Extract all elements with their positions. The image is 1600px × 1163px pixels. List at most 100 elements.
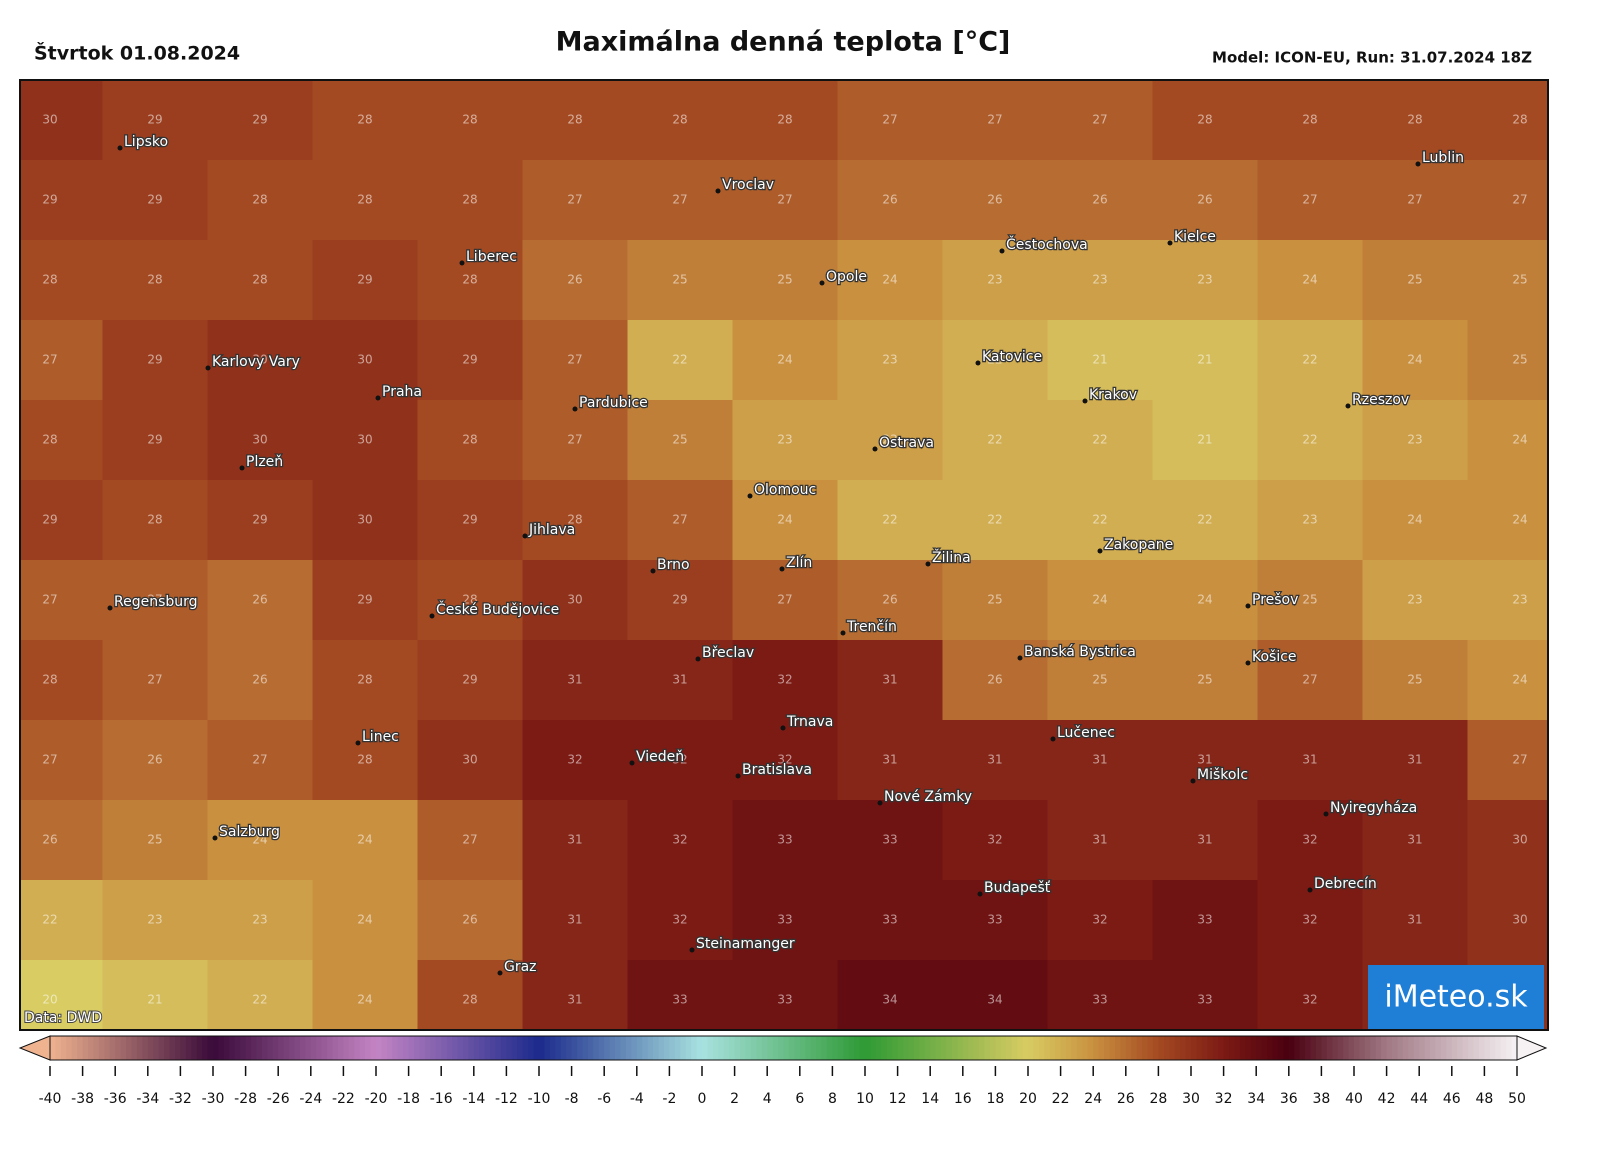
- temperature-label: 27: [42, 353, 57, 367]
- temperature-cell: [1047, 320, 1154, 401]
- temperature-label: 32: [1302, 993, 1317, 1007]
- temperature-label: 27: [777, 193, 792, 207]
- city-label: Graz: [504, 959, 537, 975]
- colorbar-segment: [761, 1036, 768, 1060]
- temperature-label: 28: [462, 193, 477, 207]
- temperature-label: 23: [1407, 593, 1422, 607]
- temperature-label: 28: [357, 753, 372, 767]
- colorbar-segment: [359, 1036, 366, 1060]
- city-label: Regensburg: [114, 594, 198, 610]
- temperature-label: 27: [147, 593, 162, 607]
- colorbar-segment: [468, 1036, 475, 1060]
- temperature-cell: [837, 800, 944, 881]
- temperature-cell: [627, 480, 734, 561]
- colorbar-segment: [446, 1036, 453, 1060]
- city-label: Lipsko: [124, 134, 168, 150]
- temperature-cell: [20, 80, 104, 161]
- temperature-label: 28: [252, 273, 267, 287]
- city-label: Brno: [657, 557, 690, 573]
- temperature-cell: [417, 800, 524, 881]
- temperature-label: 24: [882, 273, 897, 287]
- temperature-cell: [312, 720, 419, 801]
- colorbar-tick-label: -4: [630, 1091, 644, 1107]
- colorbar-segment: [946, 1036, 953, 1060]
- temperature-label: 25: [777, 273, 792, 287]
- colorbar-segment: [229, 1036, 236, 1060]
- temperature-label: 32: [777, 753, 792, 767]
- temperature-label: 25: [672, 273, 687, 287]
- colorbar-tick-label: -38: [71, 1091, 94, 1107]
- temperature-label: 27: [672, 193, 687, 207]
- temperature-cell: [627, 560, 734, 641]
- colorbar-segment: [577, 1036, 584, 1060]
- city-dot: [1190, 778, 1196, 784]
- colorbar-segment: [788, 1036, 795, 1060]
- temperature-label: 27: [1092, 113, 1107, 127]
- colorbar-segment: [740, 1036, 747, 1060]
- temperature-label: 25: [1512, 273, 1527, 287]
- temperature-label: 33: [1092, 993, 1107, 1007]
- temperature-label: 32: [672, 913, 687, 927]
- temperature-cell: [312, 160, 419, 241]
- colorbar-segment: [1142, 1036, 1149, 1060]
- temperature-label: 27: [567, 433, 582, 447]
- colorbar-segment: [522, 1036, 529, 1060]
- temperature-cell: [522, 800, 629, 881]
- temperature-label: 31: [1092, 753, 1107, 767]
- temperature-cell: [627, 720, 734, 801]
- colorbar-tick-label: 46: [1443, 1091, 1461, 1107]
- temperature-cell: [417, 400, 524, 481]
- colorbar-segment: [120, 1036, 127, 1060]
- colorbar-segment: [495, 1036, 502, 1060]
- temperature-cell: [207, 480, 314, 561]
- city-label: Jihlava: [528, 522, 575, 538]
- colorbar-tick-label: -18: [397, 1091, 420, 1107]
- temperature-label: 27: [1407, 193, 1422, 207]
- colorbar-segment: [631, 1036, 638, 1060]
- colorbar-segment: [223, 1036, 230, 1060]
- temperature-cell: [837, 480, 944, 561]
- temperature-label: 29: [462, 673, 477, 687]
- temperature-label: 32: [672, 753, 687, 767]
- colorbar-segment: [1180, 1036, 1187, 1060]
- temperature-label: 22: [1092, 433, 1107, 447]
- city-dot: [239, 465, 245, 471]
- city-label: Krakov: [1089, 387, 1137, 403]
- colorbar-segment: [77, 1036, 84, 1060]
- temperature-label: 23: [777, 433, 792, 447]
- temperature-cell: [522, 560, 629, 641]
- city-dot: [1245, 603, 1251, 609]
- colorbar-segment: [1191, 1036, 1198, 1060]
- temperature-cell: [20, 640, 104, 721]
- colorbar-segment: [381, 1036, 388, 1060]
- temperature-cell: [102, 960, 209, 1030]
- temperature-label: 32: [1092, 913, 1107, 927]
- colorbar-segment: [169, 1036, 176, 1060]
- colorbar-segment: [158, 1036, 165, 1060]
- temperature-cell: [732, 80, 839, 161]
- city-dot: [1050, 736, 1056, 742]
- colorbar-segment: [1500, 1036, 1507, 1060]
- colorbar-segment: [1201, 1036, 1208, 1060]
- colorbar-segment: [642, 1036, 649, 1060]
- temperature-cell: [942, 560, 1049, 641]
- temperature-label: 26: [567, 273, 582, 287]
- city-label: Trenčín: [846, 619, 897, 635]
- city-dot: [975, 360, 981, 366]
- colorbar-segment: [136, 1036, 143, 1060]
- temperature-cell: [732, 800, 839, 881]
- colorbar-segment: [854, 1036, 861, 1060]
- city-label: Nyiregyháza: [1330, 800, 1417, 816]
- temperature-cell: [942, 880, 1049, 961]
- colorbar-segment: [392, 1036, 399, 1060]
- temperature-cell: [312, 320, 419, 401]
- colorbar-segment: [1120, 1036, 1127, 1060]
- colorbar-segment: [310, 1036, 317, 1060]
- temperature-cell: [522, 160, 629, 241]
- temperature-cell: [837, 240, 944, 321]
- city-dot: [689, 947, 695, 953]
- temperature-cell: [627, 240, 734, 321]
- temperature-label: 23: [1197, 273, 1212, 287]
- temperature-cell: [1467, 720, 1548, 801]
- colorbar-tick-label: 20: [1019, 1091, 1037, 1107]
